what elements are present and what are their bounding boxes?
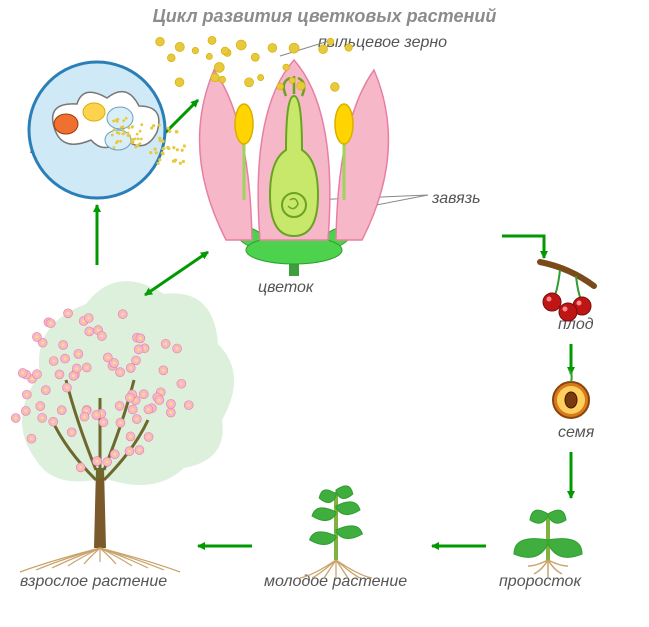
seedling-icon: [514, 510, 582, 578]
pollen-cloud: [156, 36, 353, 91]
arrow-flower-to-pollen: [165, 100, 198, 133]
flower-icon: [156, 36, 389, 276]
pollen-sac-icon: [29, 62, 186, 198]
arrow-flower-to-fruit: [502, 236, 544, 258]
arrow-tree-to-flower: [145, 252, 208, 295]
seed-icon: [553, 370, 589, 418]
fruit-icon: [540, 262, 594, 321]
diagram-canvas: [0, 0, 649, 627]
adult-tree-icon: [11, 281, 234, 572]
young-plant-icon: [300, 486, 372, 578]
